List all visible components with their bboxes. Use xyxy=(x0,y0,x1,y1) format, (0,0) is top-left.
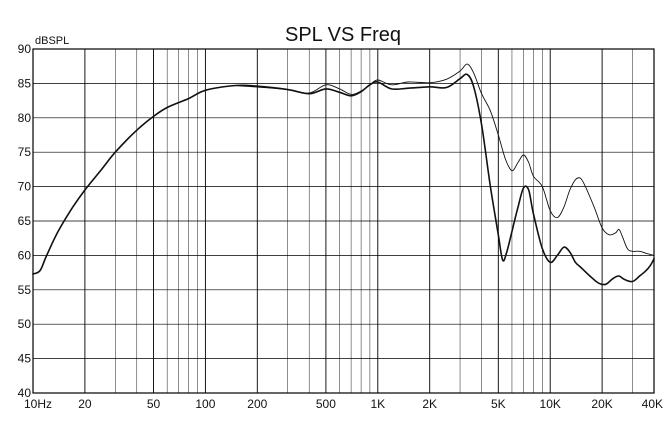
y-tick-label: 70 xyxy=(18,180,32,194)
x-tick-label: 40K xyxy=(642,397,663,411)
x-tick-label: 10K xyxy=(540,397,561,411)
y-tick-label: 60 xyxy=(18,248,32,262)
y-tick-label: 90 xyxy=(18,42,32,56)
y-tick-label: 45 xyxy=(18,352,32,366)
x-tick-label: 100 xyxy=(195,397,215,411)
y-tick-label: 40 xyxy=(18,386,32,400)
plot-grid xyxy=(32,48,655,394)
chart-title: SPL VS Freq xyxy=(285,24,401,46)
plot-frame xyxy=(32,48,655,394)
x-tick-label: 5K xyxy=(491,397,506,411)
x-tick-label: 20 xyxy=(78,397,92,411)
y-tick-label: 80 xyxy=(18,111,32,125)
x-tick-label: 10Hz xyxy=(24,397,52,411)
y-axis-label: dBSPL xyxy=(35,35,69,47)
x-tick-label: 50 xyxy=(147,397,161,411)
y-tick-label: 55 xyxy=(18,283,32,297)
tick-labels: 40 45 50 55 60 65 70 75 80 85 90 10Hz 20 50 100 200 500 1… xyxy=(18,42,663,411)
x-tick-label: 2K xyxy=(422,397,437,411)
series-layer xyxy=(32,63,655,286)
y-tick-label: 65 xyxy=(18,214,32,228)
x-tick-label: 1K xyxy=(370,397,385,411)
y-tick-label: 85 xyxy=(18,76,32,90)
x-tick-label: 500 xyxy=(316,397,336,411)
y-tick-label: 50 xyxy=(18,317,32,331)
x-tick-label: 20K xyxy=(591,397,612,411)
y-tick-label: 75 xyxy=(18,145,32,159)
series-line-1 xyxy=(32,73,655,286)
x-tick-label: 200 xyxy=(247,397,267,411)
series-line-2 xyxy=(235,63,655,256)
